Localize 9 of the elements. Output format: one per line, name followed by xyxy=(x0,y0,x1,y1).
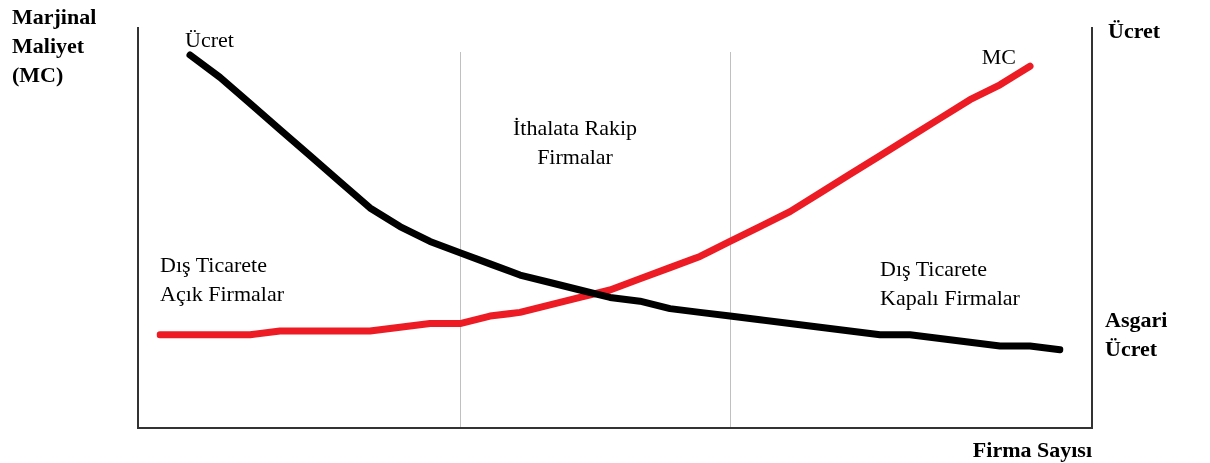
series-label: MC xyxy=(981,44,1016,70)
y2-axis-title: Ücret xyxy=(1108,18,1161,43)
text: Asgari Ücret xyxy=(1105,307,1168,361)
series-label: Ücret xyxy=(185,26,234,52)
annotation: İthalata Rakip Firmalar xyxy=(512,115,638,169)
annotation: Dış Ticarete Açık Firmalar xyxy=(160,252,285,306)
x-axis-title: Firma Sayısı xyxy=(972,437,1092,462)
y-axis-title: Marjinal Maliyet (MC) xyxy=(12,4,97,87)
annotation: Dış Ticarete Kapalı Firmalar xyxy=(880,256,1021,310)
